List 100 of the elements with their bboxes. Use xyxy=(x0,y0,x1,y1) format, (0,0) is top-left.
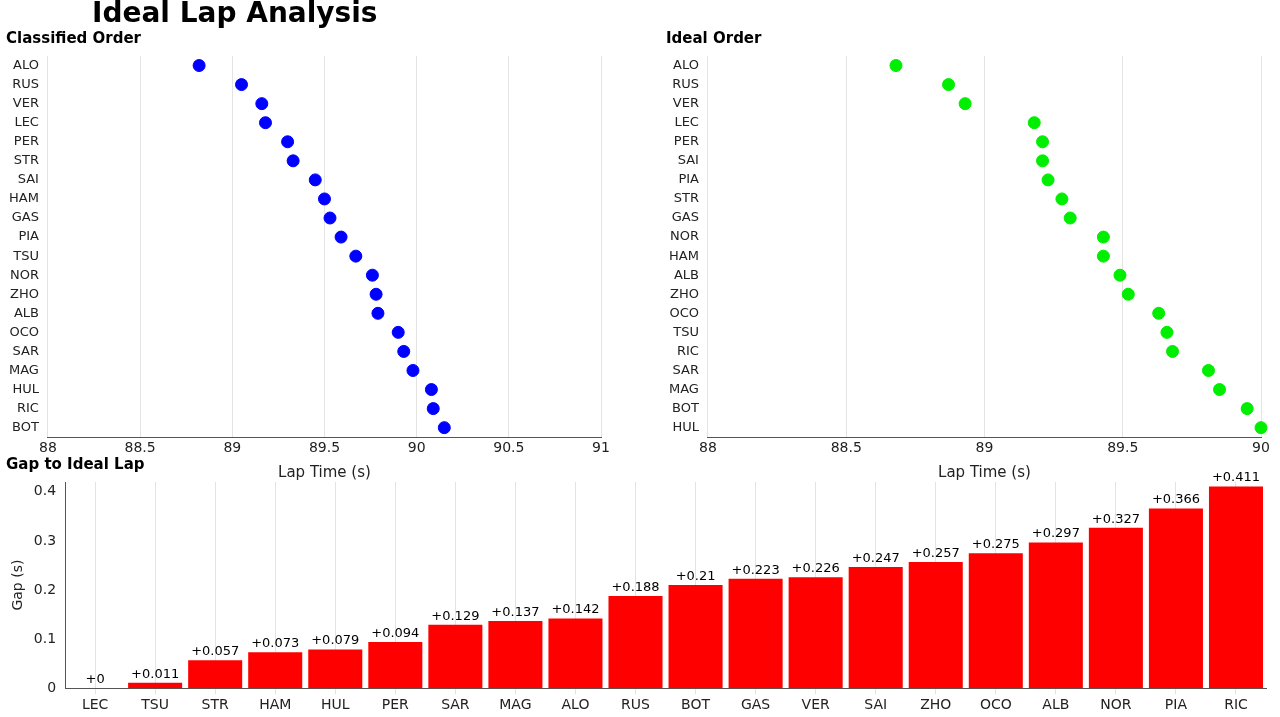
data-label: +0.223 xyxy=(731,561,780,577)
x-axis-title: Lap Time (s) xyxy=(938,462,1031,481)
x-tick-label: ALB xyxy=(1042,696,1070,713)
y-tick-label: TSU xyxy=(12,247,39,263)
y-tick-label: VER xyxy=(672,95,699,111)
x-tick-label: GAS xyxy=(740,696,771,713)
chart-title: Ideal Order xyxy=(666,28,763,47)
point xyxy=(426,402,440,416)
x-tick-label: 89 xyxy=(223,439,242,456)
point xyxy=(397,344,411,358)
point xyxy=(235,78,249,92)
point xyxy=(1160,325,1174,339)
point xyxy=(365,268,379,282)
point xyxy=(889,59,903,73)
point xyxy=(1096,230,1110,244)
y-tick-label: RIC xyxy=(17,399,39,415)
point xyxy=(192,59,206,73)
y-tick-label: PIA xyxy=(18,228,40,244)
y-tick-label: 0.3 xyxy=(33,531,57,548)
y-tick-label: ALO xyxy=(13,56,39,72)
chart-subtitle: Classified Order xyxy=(6,28,142,47)
y-tick-label: ALB xyxy=(673,266,699,282)
bar xyxy=(248,652,303,689)
x-tick-label: SAR xyxy=(441,696,470,713)
y-tick-label: SAR xyxy=(12,342,39,358)
x-tick-label: HAM xyxy=(259,696,292,713)
bar xyxy=(668,585,723,689)
y-tick-label: BOT xyxy=(12,419,39,435)
bar xyxy=(728,578,783,689)
data-label: +0.188 xyxy=(611,578,660,594)
data-label: +0.137 xyxy=(491,603,540,619)
point xyxy=(369,287,383,301)
y-tick-label: OCO xyxy=(669,304,699,320)
y-tick-label: BOT xyxy=(672,399,699,415)
bar xyxy=(1148,508,1203,689)
point xyxy=(334,230,348,244)
x-tick-label: ALO xyxy=(561,696,590,713)
point xyxy=(349,249,363,263)
x-tick-label: 90.5 xyxy=(493,439,525,456)
x-tick-label: PIA xyxy=(1164,696,1188,713)
point xyxy=(424,383,438,397)
x-tick-label: VER xyxy=(801,696,830,713)
x-tick-label: 89.5 xyxy=(1107,439,1139,456)
bar xyxy=(1028,542,1083,689)
data-label: +0.142 xyxy=(551,601,600,617)
x-tick-label: 91 xyxy=(592,439,610,456)
y-tick-label: PER xyxy=(13,133,39,149)
data-label: +0.297 xyxy=(1031,525,1080,541)
bar xyxy=(428,624,483,689)
data-label: +0.226 xyxy=(791,560,840,576)
y-tick-label: STR xyxy=(673,190,699,206)
data-label: +0.057 xyxy=(191,643,240,659)
x-tick-label: SAI xyxy=(864,696,888,713)
y-tick-label: RIC xyxy=(677,342,699,358)
point xyxy=(1027,116,1041,130)
point xyxy=(942,78,956,92)
y-tick-label: NOR xyxy=(9,266,39,282)
y-tick-label: ZHO xyxy=(670,285,699,301)
point xyxy=(371,306,385,320)
bar xyxy=(1088,527,1143,689)
bar xyxy=(548,618,603,689)
data-label: +0.079 xyxy=(311,632,360,648)
bar xyxy=(788,577,843,689)
x-tick-label: 90 xyxy=(1252,439,1270,456)
x-tick-label: OCO xyxy=(979,696,1012,713)
point xyxy=(1041,173,1055,187)
y-tick-label: GAS xyxy=(671,209,699,225)
y-tick-label: PER xyxy=(673,133,699,149)
x-tick-label: 88 xyxy=(699,439,717,456)
y-tick-label: HAM xyxy=(669,247,699,263)
data-label: +0.073 xyxy=(251,635,300,651)
point xyxy=(1166,344,1180,358)
point xyxy=(1213,383,1227,397)
y-tick-label: 0 xyxy=(47,678,57,695)
y-tick-label: ALO xyxy=(673,56,699,72)
data-label: +0.411 xyxy=(1211,469,1261,485)
data-label: +0.011 xyxy=(131,665,180,681)
y-tick-label: SAI xyxy=(17,171,39,187)
x-tick-label: ZHO xyxy=(920,696,952,713)
point xyxy=(255,97,269,111)
y-tick-label: VER xyxy=(12,95,39,111)
x-tick-label: 88 xyxy=(39,439,57,456)
point xyxy=(258,116,272,130)
y-tick-label: 0.4 xyxy=(33,482,57,499)
y-tick-label: HUL xyxy=(672,419,700,435)
x-tick-label: 89.5 xyxy=(308,439,341,456)
point xyxy=(1254,421,1268,435)
bar xyxy=(308,649,363,689)
y-tick-label: LEC xyxy=(674,114,699,130)
point xyxy=(1036,135,1050,149)
x-tick-label: 89 xyxy=(975,439,994,456)
data-label: +0.21 xyxy=(675,567,716,583)
chart-title: Gap to Ideal Lap xyxy=(6,454,145,473)
bar xyxy=(1208,486,1263,689)
point xyxy=(958,97,972,111)
y-tick-label: ALB xyxy=(13,304,39,320)
y-tick-label: RUS xyxy=(12,75,39,91)
point xyxy=(308,173,322,187)
x-tick-label: LEC xyxy=(81,696,109,713)
y-tick-label: GAS xyxy=(11,209,39,225)
